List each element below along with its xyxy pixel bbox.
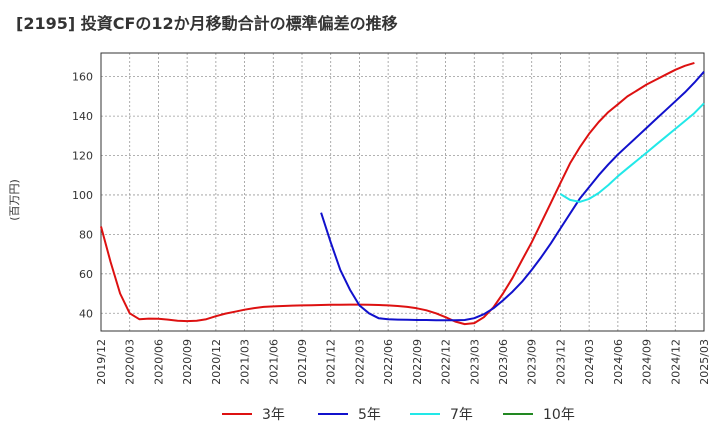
series-layer xyxy=(100,61,705,326)
x-tick-label: 2023/09 xyxy=(526,339,539,385)
legend-label: 10年 xyxy=(543,407,575,423)
x-tick-label: 2019/12 xyxy=(95,339,108,385)
y-tick-label: 80 xyxy=(79,228,93,241)
y-tick-label: 60 xyxy=(79,268,93,281)
x-tick-label: 2024/06 xyxy=(612,339,625,385)
legend-label: 5年 xyxy=(358,407,381,423)
chart-title: [2195] 投資CFの12か月移動合計の標準偏差の推移 xyxy=(16,14,398,33)
series-line-3年 xyxy=(100,61,695,326)
legend-label: 7年 xyxy=(450,407,473,423)
grid-lines xyxy=(101,53,704,331)
x-tick-label: 2023/12 xyxy=(554,339,567,385)
x-tick-label: 2025/03 xyxy=(698,339,711,385)
x-tick-label: 2020/09 xyxy=(181,339,194,385)
x-axis-ticks: 2019/12 2020/03 2020/06 2020/09 2020/12 2021/… xyxy=(95,339,711,385)
x-tick-label: 2021/09 xyxy=(296,339,309,385)
x-tick-label: 2020/03 xyxy=(124,339,137,385)
x-tick-label: 2021/06 xyxy=(267,339,280,385)
x-tick-label: 2022/12 xyxy=(440,339,453,385)
x-tick-label: 2023/06 xyxy=(497,339,510,385)
x-tick-label: 2022/09 xyxy=(411,339,424,385)
y-tick-label: 40 xyxy=(79,307,93,320)
plot-frame xyxy=(100,52,705,332)
x-tick-label: 2021/12 xyxy=(325,339,338,385)
x-tick-label: 2022/03 xyxy=(353,339,366,385)
x-tick-label: 2024/12 xyxy=(669,339,682,385)
y-tick-label: 160 xyxy=(72,71,93,84)
x-tick-label: 2020/12 xyxy=(210,339,223,385)
x-tick-label: 2023/03 xyxy=(468,339,481,385)
y-axis-label: (百万円) xyxy=(8,179,21,221)
x-tick-label: 2024/03 xyxy=(583,339,596,385)
y-tick-label: 100 xyxy=(72,189,93,202)
y-tick-label: 140 xyxy=(72,110,93,123)
x-tick-label: 2020/06 xyxy=(152,339,165,385)
x-tick-label: 2021/03 xyxy=(239,339,252,385)
legend-label: 3年 xyxy=(262,407,285,423)
y-axis-ticks: 40 60 80 100 120 140 160 xyxy=(72,71,93,321)
legend: 3年 5年 7年 10年 xyxy=(222,407,575,423)
y-tick-label: 120 xyxy=(72,150,93,163)
x-tick-label: 2024/09 xyxy=(641,339,654,385)
series-line-7年 xyxy=(559,102,705,203)
x-tick-label: 2022/06 xyxy=(382,339,395,385)
series-line-5年 xyxy=(320,71,705,322)
